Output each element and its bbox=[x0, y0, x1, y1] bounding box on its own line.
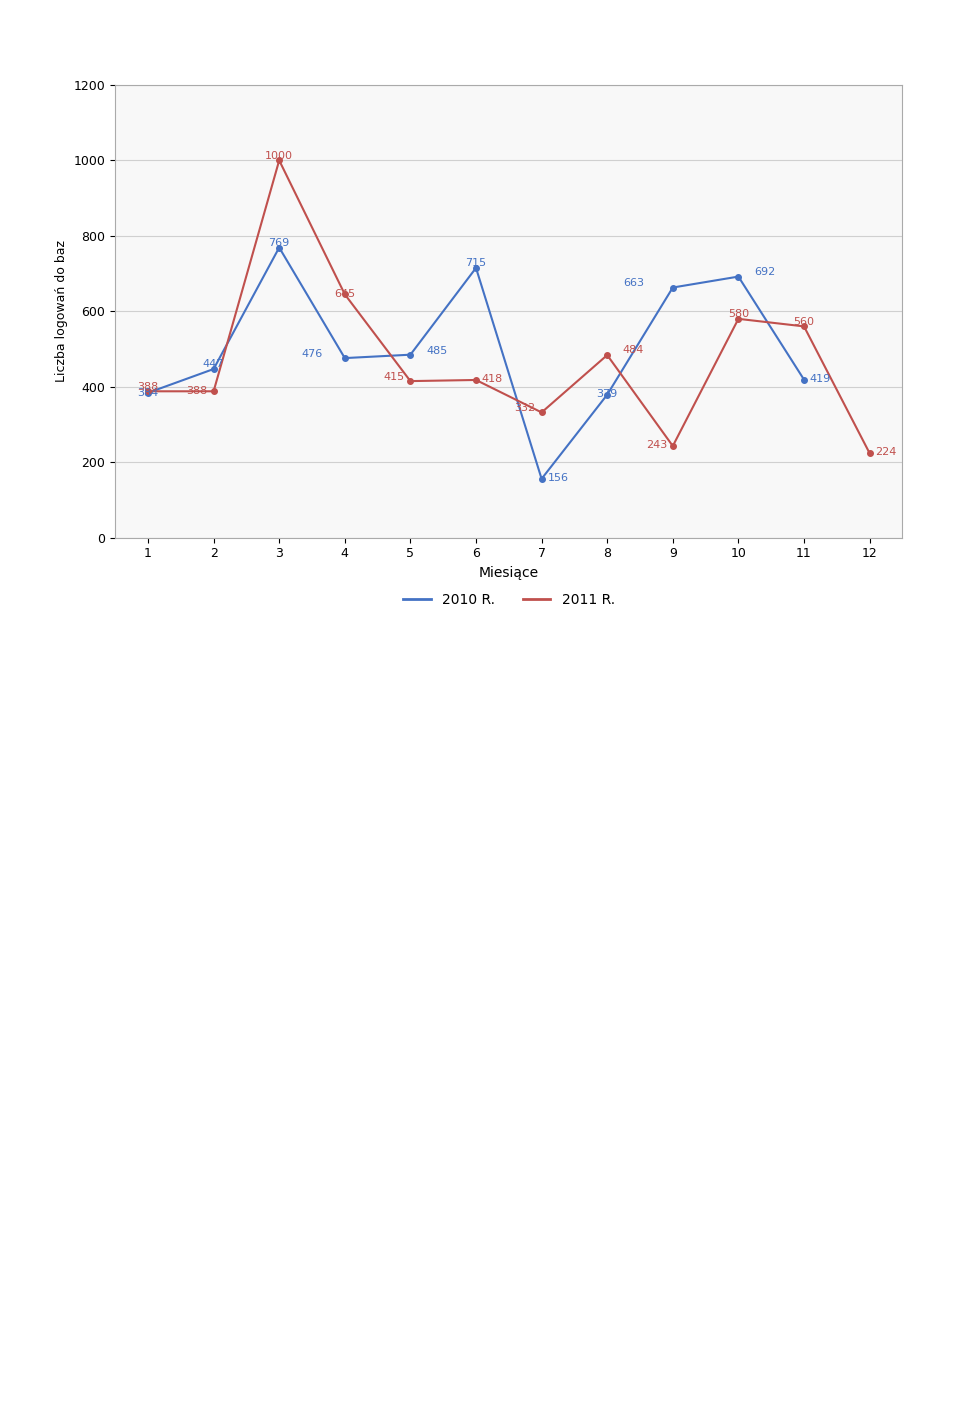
Text: 384: 384 bbox=[137, 388, 158, 398]
Text: 484: 484 bbox=[623, 345, 644, 355]
Text: 1000: 1000 bbox=[265, 150, 293, 161]
Text: 447: 447 bbox=[203, 359, 225, 369]
Text: 476: 476 bbox=[301, 350, 323, 359]
Text: 419: 419 bbox=[810, 374, 831, 383]
Text: 379: 379 bbox=[596, 389, 618, 399]
Text: 388: 388 bbox=[137, 382, 158, 392]
Text: 645: 645 bbox=[334, 289, 355, 299]
Text: 224: 224 bbox=[876, 447, 897, 457]
Text: 156: 156 bbox=[547, 473, 568, 483]
Y-axis label: Liczba logowań do baz: Liczba logowań do baz bbox=[55, 241, 68, 382]
Text: 332: 332 bbox=[515, 403, 536, 413]
Text: 560: 560 bbox=[794, 317, 814, 327]
Text: 769: 769 bbox=[269, 238, 290, 248]
Text: 692: 692 bbox=[754, 267, 776, 277]
Text: 415: 415 bbox=[383, 372, 404, 382]
Text: 663: 663 bbox=[623, 279, 644, 289]
X-axis label: Miesiące: Miesiące bbox=[479, 566, 539, 580]
Text: 580: 580 bbox=[728, 308, 749, 320]
Legend: 2010 R., 2011 R.: 2010 R., 2011 R. bbox=[397, 587, 620, 613]
Text: 388: 388 bbox=[186, 385, 207, 396]
Text: 715: 715 bbox=[466, 258, 487, 269]
Text: 418: 418 bbox=[482, 374, 503, 385]
Text: 485: 485 bbox=[426, 345, 447, 355]
Text: 243: 243 bbox=[646, 440, 667, 450]
